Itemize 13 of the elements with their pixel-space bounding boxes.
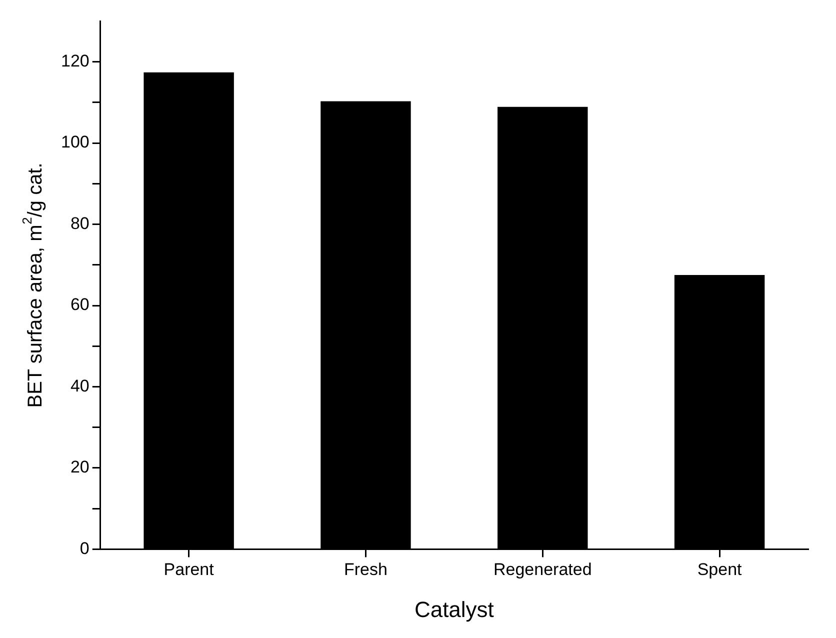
y-tick-label: 80 <box>70 214 90 233</box>
y-tick-label: 100 <box>60 132 90 152</box>
x-tick-label: Fresh <box>344 560 388 580</box>
x-tick-label: Regenerated <box>493 560 592 580</box>
x-tick-label: Parent <box>164 560 214 580</box>
y-tick-label: 20 <box>70 458 90 477</box>
y-tick-label: 120 <box>60 52 90 71</box>
y-tick-label: 40 <box>70 376 90 396</box>
x-tick-label: Spent <box>697 560 742 580</box>
x-axis-title: Catalyst <box>414 596 494 622</box>
y-tick-label: 60 <box>70 295 90 314</box>
y-tick-label: 0 <box>80 538 90 558</box>
y-axis-title: BET surface area, m2/g cat. <box>20 162 47 408</box>
